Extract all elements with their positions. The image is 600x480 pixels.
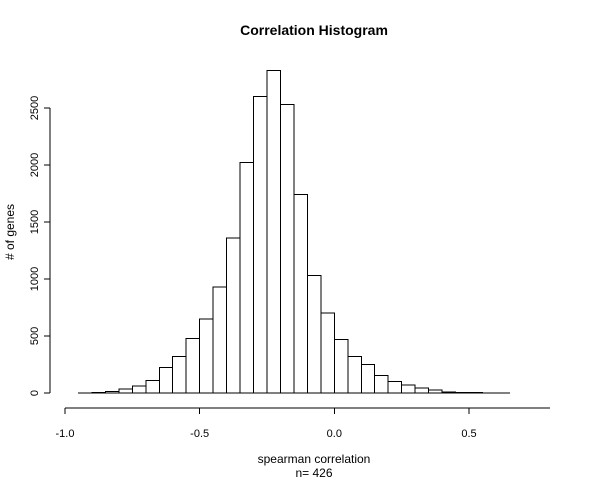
histogram-bar bbox=[253, 96, 268, 394]
x-axis-label: spearman correlation bbox=[258, 452, 371, 466]
x-tick-label: 0.5 bbox=[461, 428, 476, 440]
x-tick-label: -0.5 bbox=[190, 428, 209, 440]
histogram-bar bbox=[185, 337, 201, 394]
histogram-bar bbox=[266, 69, 281, 394]
y-axis-label: # of genes bbox=[3, 204, 17, 260]
histogram-bar bbox=[360, 364, 376, 394]
histogram-bar bbox=[333, 338, 349, 394]
histogram-bar bbox=[306, 275, 322, 394]
x-axis: -1.0 -0.5 0.0 0.5 bbox=[56, 407, 550, 440]
histogram-bar bbox=[212, 286, 228, 394]
y-tick-label: 0 bbox=[29, 390, 41, 396]
histogram-bar bbox=[131, 385, 147, 394]
histogram-bar bbox=[387, 381, 403, 394]
y-tick-label: 2500 bbox=[29, 96, 41, 120]
histogram-bar bbox=[414, 387, 430, 394]
sample-size-label: n= 426 bbox=[295, 466, 332, 480]
histogram-bar bbox=[279, 104, 295, 394]
y-tick-label: 500 bbox=[29, 327, 41, 345]
x-tick-label: -1.0 bbox=[56, 428, 75, 440]
y-axis: 0 500 1000 1500 2000 2500 bbox=[29, 96, 51, 396]
x-tick-label: 0.0 bbox=[327, 428, 342, 440]
histogram-bar bbox=[239, 162, 255, 394]
histogram-bar bbox=[441, 391, 457, 394]
histogram-bar bbox=[320, 312, 335, 394]
y-tick-label: 2000 bbox=[29, 153, 41, 177]
histogram-bar bbox=[401, 384, 416, 394]
y-tick-label: 1500 bbox=[29, 210, 41, 234]
histogram-bar bbox=[347, 356, 362, 394]
histogram-bar bbox=[118, 388, 133, 394]
histogram-bar bbox=[226, 237, 241, 394]
histogram-bar bbox=[428, 389, 443, 394]
y-tick-label: 1000 bbox=[29, 267, 41, 291]
histogram-bar bbox=[145, 379, 160, 394]
histogram-bar bbox=[455, 391, 470, 394]
histogram-bar bbox=[158, 366, 174, 394]
histogram-bar bbox=[104, 390, 120, 394]
histogram-bar bbox=[91, 391, 106, 394]
histogram-bar bbox=[172, 356, 187, 394]
chart-title: Correlation Histogram bbox=[240, 22, 388, 38]
bars-group bbox=[77, 69, 510, 394]
histogram-bar bbox=[374, 374, 389, 394]
histogram-bar bbox=[199, 318, 214, 394]
histogram-bar bbox=[293, 194, 308, 394]
